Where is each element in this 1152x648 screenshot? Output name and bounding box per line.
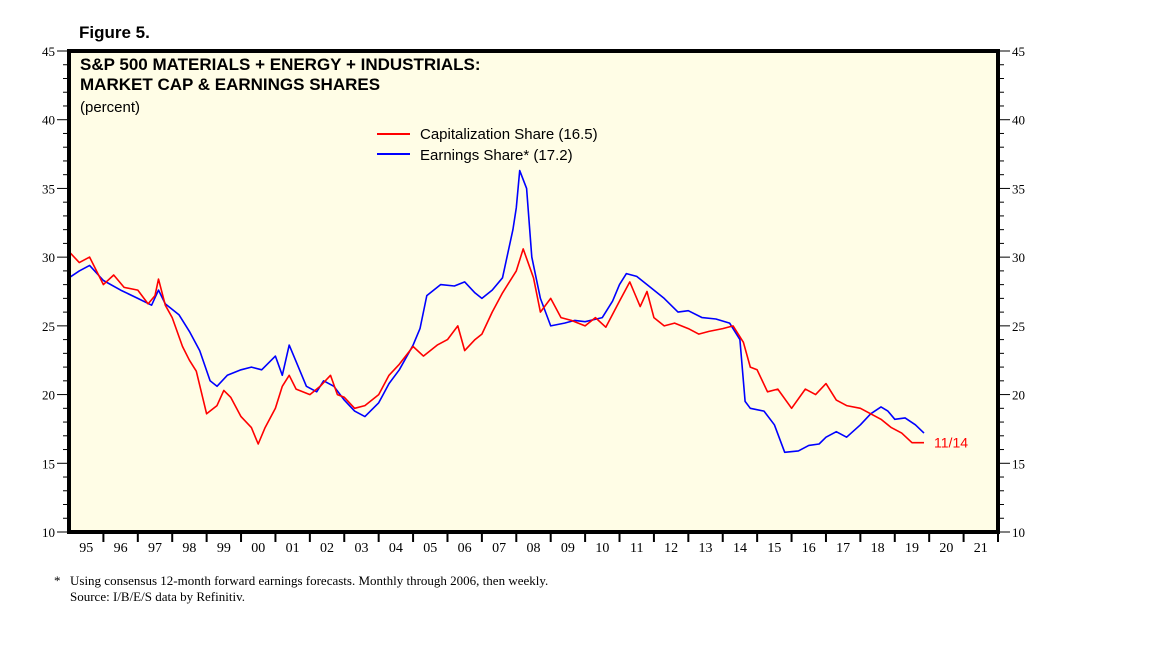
y-tick-label-right: 35: [1012, 181, 1025, 196]
x-axis: 95 96 97 98 99 00 01 02 03 04 05 06 07 08 09 10 11 12 13 14…: [79, 532, 999, 556]
x-tick-label: 12: [664, 541, 678, 556]
y-tick-label-right: 20: [1012, 388, 1025, 403]
x-tick-label: 08: [527, 541, 541, 556]
x-tick-label: 11: [630, 541, 643, 556]
x-tick-label: 14: [733, 541, 747, 556]
y-tick-label-left: 35: [42, 181, 55, 196]
x-tick-label: 02: [320, 541, 334, 556]
x-tick-label: 06: [458, 541, 472, 556]
x-tick-label: 17: [836, 541, 850, 556]
legend: Capitalization Share (16.5) Earnings Sha…: [377, 126, 598, 164]
y-tick-label-right: 15: [1012, 456, 1025, 471]
source-text: Source: I/B/E/S data by Refinitiv.: [70, 589, 245, 604]
y-tick-label-left: 45: [42, 44, 55, 59]
chart-title: S&P 500 MATERIALS + ENERGY + INDUSTRIALS…: [80, 55, 481, 74]
x-tick-label: 96: [114, 541, 128, 556]
figure-label: Figure 5.: [79, 23, 150, 42]
plot-frame: [67, 49, 1000, 534]
legend-label-capitalization: Capitalization Share (16.5): [420, 126, 598, 143]
footnote-marker: *: [54, 573, 61, 588]
x-tick-label: 10: [595, 541, 609, 556]
plot-area: [69, 51, 998, 532]
y-tick-label-right: 10: [1012, 525, 1025, 540]
series-line-capitalization: [68, 248, 924, 445]
x-tick-label: 21: [974, 541, 988, 556]
y-tick-label-right: 45: [1012, 44, 1025, 59]
x-tick-label: 97: [148, 541, 162, 556]
x-tick-label: 99: [217, 541, 231, 556]
footnote-text: Using consensus 12-month forward earning…: [70, 573, 548, 588]
x-tick-label: 95: [79, 541, 93, 556]
y-tick-label-left: 10: [42, 525, 55, 540]
y-tick-label-left: 40: [42, 113, 55, 128]
x-tick-label: 13: [699, 541, 713, 556]
y-tick-label-left: 20: [42, 388, 55, 403]
x-tick-label: 18: [871, 541, 885, 556]
x-tick-label: 05: [423, 541, 437, 556]
x-tick-label: 19: [905, 541, 919, 556]
y-tick-label-right: 25: [1012, 319, 1025, 334]
y-tick-label-right: 40: [1012, 113, 1025, 128]
legend-label-earnings: Earnings Share* (17.2): [420, 147, 573, 164]
chart-units: (percent): [80, 99, 140, 116]
x-tick-label: 00: [251, 541, 265, 556]
y-tick-label-left: 15: [42, 456, 55, 471]
series-line-earnings: [68, 169, 925, 454]
x-tick-label: 04: [389, 541, 403, 556]
x-tick-label: 15: [767, 541, 781, 556]
x-tick-label: 16: [802, 541, 816, 556]
y-tick-label-left: 25: [42, 319, 55, 334]
chart-subtitle: MARKET CAP & EARNINGS SHARES: [80, 75, 380, 94]
y-axis-left: 10 15 20 25 30 35 40 45: [42, 44, 69, 540]
y-axis-right: 10 15 20 25 30 35 40 45: [998, 44, 1025, 540]
x-tick-label: 07: [492, 541, 506, 556]
end-date-label: 11/14: [934, 435, 968, 451]
x-tick-label: 20: [939, 541, 953, 556]
y-tick-label-left: 30: [42, 250, 55, 265]
x-tick-label: 03: [354, 541, 368, 556]
y-tick-label-right: 30: [1012, 250, 1025, 265]
series-layer: [68, 169, 925, 454]
x-tick-label: 98: [182, 541, 196, 556]
x-tick-label: 09: [561, 541, 575, 556]
x-tick-label: 01: [286, 541, 300, 556]
